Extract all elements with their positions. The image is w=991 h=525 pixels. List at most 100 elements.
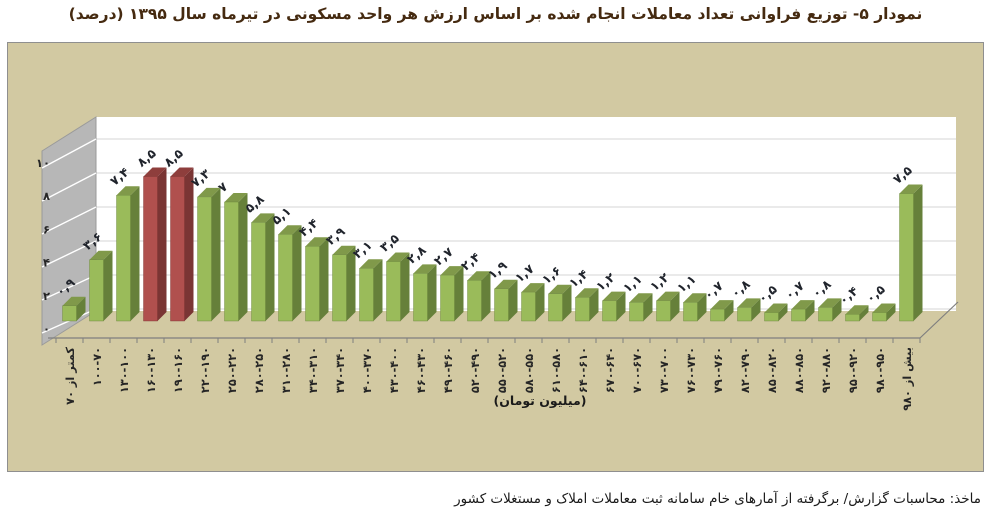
bar-side-face (427, 264, 437, 321)
bar-top-face (845, 305, 869, 315)
bar-top-face (197, 187, 221, 197)
bar-top-face (305, 237, 329, 247)
bar-top-face (710, 300, 734, 310)
bar-side-face (562, 284, 572, 321)
x-tick-label: ۷۳۰-۷۰۰ (658, 347, 671, 393)
bar (845, 314, 860, 322)
bar (602, 300, 617, 322)
x-tick-label: ۲۸۰-۲۵۰ (253, 347, 266, 393)
bar-side-face (76, 296, 86, 321)
floor-right-edge (919, 301, 959, 339)
bar-side-face (346, 245, 356, 321)
x-tick-label: ۳۷۰-۳۴۰ (334, 347, 347, 393)
bar-top-face (521, 283, 545, 293)
bar-top-face (683, 293, 707, 303)
bar (467, 280, 482, 322)
bar-side-face (616, 291, 626, 321)
x-axis-title: (میلیون تومان) (494, 393, 587, 408)
x-tick-label: ۸۵۰-۸۲۰ (766, 347, 779, 393)
bar-top-face (737, 298, 761, 308)
bar (656, 300, 671, 322)
bar (251, 222, 266, 322)
bar (764, 312, 779, 322)
bar-side-face (670, 291, 680, 321)
x-tick-label: ۵۵۰-۵۲۰ (496, 347, 509, 393)
x-tick-label: ۲۲۰-۱۹۰ (199, 347, 212, 393)
bar (332, 254, 347, 322)
x-tick-label: ۳۱۰-۲۸۰ (280, 347, 293, 393)
x-tick-label: ۴۹۰-۴۶۰ (442, 347, 455, 393)
chart-title: نمودار ۵- توزیع فراوانی تعداد معاملات ان… (68, 5, 923, 23)
bar-top-face (386, 252, 410, 262)
bar-top-face (872, 303, 896, 313)
bar-side-face (400, 252, 410, 321)
bar (143, 176, 158, 322)
bar (791, 308, 806, 322)
bar-side-face (643, 293, 653, 321)
bar (359, 268, 374, 322)
bar (710, 308, 725, 322)
bar-side-face (508, 279, 518, 321)
bar (197, 196, 212, 322)
x-tick-label: ۶۱۰-۵۸۰ (550, 347, 563, 393)
bar-side-face (589, 288, 599, 321)
bar (170, 176, 185, 322)
bar-top-face (89, 250, 113, 260)
x-tick-label: بیش از ۹۸۰ (901, 347, 914, 411)
bar-top-face (332, 245, 356, 255)
y-tick-label: ۶ (43, 222, 50, 236)
source-note: ماخذ: محاسبات گزارش/ برگرفته از آمارهای … (454, 491, 981, 507)
bar-side-face (724, 300, 734, 321)
bar-top-face (359, 259, 383, 269)
x-tick-label: ۹۸۰-۹۵۰ (874, 347, 887, 393)
x-tick-label: ۳۴۰-۳۱۰ (307, 347, 320, 393)
x-tick-label: ۹۵۰-۹۲۰ (847, 347, 860, 393)
bar-side-face (805, 300, 815, 321)
bar (116, 194, 131, 322)
bar (548, 293, 563, 322)
x-tick-label: ۵۸۰-۵۵۰ (523, 347, 536, 393)
bar-side-face (535, 283, 545, 321)
x-tick-label: ۴۳۰-۴۰۰ (388, 347, 401, 393)
bar (737, 307, 752, 322)
bar (62, 305, 77, 322)
x-tick-label: ۶۴۰-۶۱۰ (577, 347, 590, 393)
x-tick-label: ۱۰۰-۷۰ (91, 347, 104, 386)
side-wall-gridline (41, 138, 97, 169)
bar-side-face (157, 167, 167, 321)
y-tick-label: ۸ (43, 189, 50, 203)
bar (89, 259, 104, 322)
bar-side-face (751, 298, 761, 321)
x-tick-label: ۴۶۰-۴۳۰ (415, 347, 428, 393)
bar (224, 201, 239, 322)
side-wall-gridline (41, 240, 97, 268)
bar-top-face (899, 184, 923, 194)
bar (521, 291, 536, 322)
bar-top-face (494, 279, 518, 289)
bar-top-face (62, 296, 86, 306)
bar (818, 307, 833, 322)
bar-top-face (764, 303, 788, 313)
bar-side-face (481, 271, 491, 321)
bar-side-face (184, 167, 194, 321)
side-wall-gridline (41, 206, 97, 235)
bar (683, 302, 698, 322)
bar-side-face (913, 184, 923, 321)
x-tick-label: کمتر از ۷۰ (64, 347, 77, 405)
bar-top-face (440, 266, 464, 276)
bar-side-face (103, 250, 113, 321)
bar-top-face (575, 288, 599, 298)
bar (305, 245, 320, 322)
bar-top-face (413, 264, 437, 274)
bar-top-face (791, 300, 815, 310)
x-tick-label: ۷۰۰-۶۷۰ (631, 347, 644, 393)
bar-side-face (211, 187, 221, 321)
bar-top-face (143, 167, 167, 177)
bar-side-face (319, 237, 329, 321)
x-tick-label: ۹۲۰-۸۸۰ (820, 347, 833, 393)
bar-top-face (251, 213, 275, 223)
bar-side-face (832, 298, 842, 321)
x-tick-label: ۱۳۰-۱۰۰ (118, 347, 131, 393)
bar (413, 273, 428, 322)
